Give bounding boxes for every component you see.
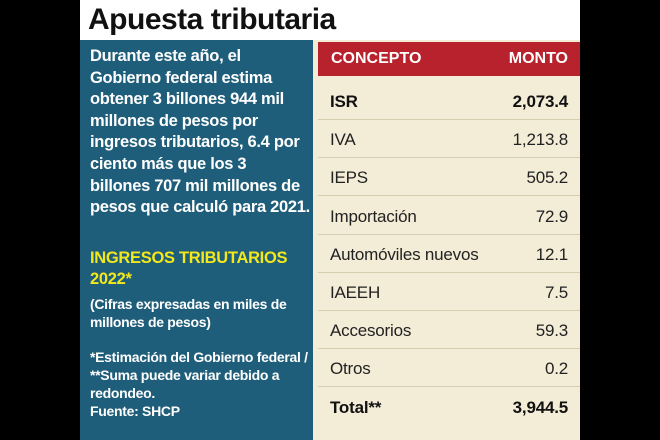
table-row: IEPS 505.2 [318,158,580,197]
row-divider [318,271,580,273]
row-concept: ISR [330,92,358,111]
intro-text: Durante este año, el Gobierno federal es… [90,47,310,217]
row-amount: 12.1 [535,244,568,264]
tax-table: CONCEPTO MONTO ISR 2,073.4 IVA 1,213.8 IEPS 5… [313,40,580,440]
row-amount: 3,944.5 [512,397,569,417]
description-panel: Durante este año, el Gobierno federal es… [80,40,313,440]
row-divider [318,195,580,197]
section-heading: INGRESOS TRIBUTARIOS 2022* [90,249,288,288]
row-divider [318,233,580,235]
row-concept: Otros [330,359,371,379]
row-amount: 0.2 [544,359,568,379]
row-divider [318,310,580,311]
table-row: Automóviles nuevos 12.1 [318,235,580,273]
row-divider [318,386,580,388]
row-divider [318,348,580,350]
table-row: Accesorios 59.3 [318,311,580,350]
row-divider [318,119,580,120]
table-header: CONCEPTO MONTO [318,42,580,76]
table-row: IVA 1,213.8 [318,120,580,159]
row-amount: 7.5 [544,283,568,302]
row-concept: IAEEH [330,283,381,302]
row-amount: 59.3 [535,321,568,341]
infographic-title: Apuesta tributaria [88,3,336,36]
table-row: IAEEH 7.5 [318,273,580,311]
row-concept: IVA [330,130,356,150]
table-row: Otros 0.2 [318,349,580,388]
row-concept: Importación [330,206,417,226]
footnote-text: *Estimación del Gobierno federal / **Sum… [90,349,308,401]
footnote-block: *Estimación del Gobierno federal / **Sum… [90,348,312,420]
table-row: ISR 2,073.4 [318,82,580,120]
row-concept: Total** [330,397,382,417]
row-concept: IEPS [330,168,368,188]
row-divider [318,157,580,159]
row-amount: 72.9 [535,206,568,226]
column-header-concept: CONCEPTO [331,50,422,67]
row-concept: Accesorios [330,321,412,341]
row-amount: 2,073.4 [512,92,569,111]
row-amount: 505.2 [526,168,568,188]
row-amount: 1,213.8 [512,130,569,150]
table-row: Total** 3,944.5 [318,388,580,426]
source-text: Fuente: SHCP [90,403,180,419]
title-bar: Apuesta tributaria [80,0,580,40]
column-header-amount: MONTO [508,50,568,67]
row-concept: Automóviles nuevos [330,244,479,264]
units-note: (Cifras expresadas en miles de millones … [90,296,287,330]
table-row: Importación 72.9 [318,197,580,235]
